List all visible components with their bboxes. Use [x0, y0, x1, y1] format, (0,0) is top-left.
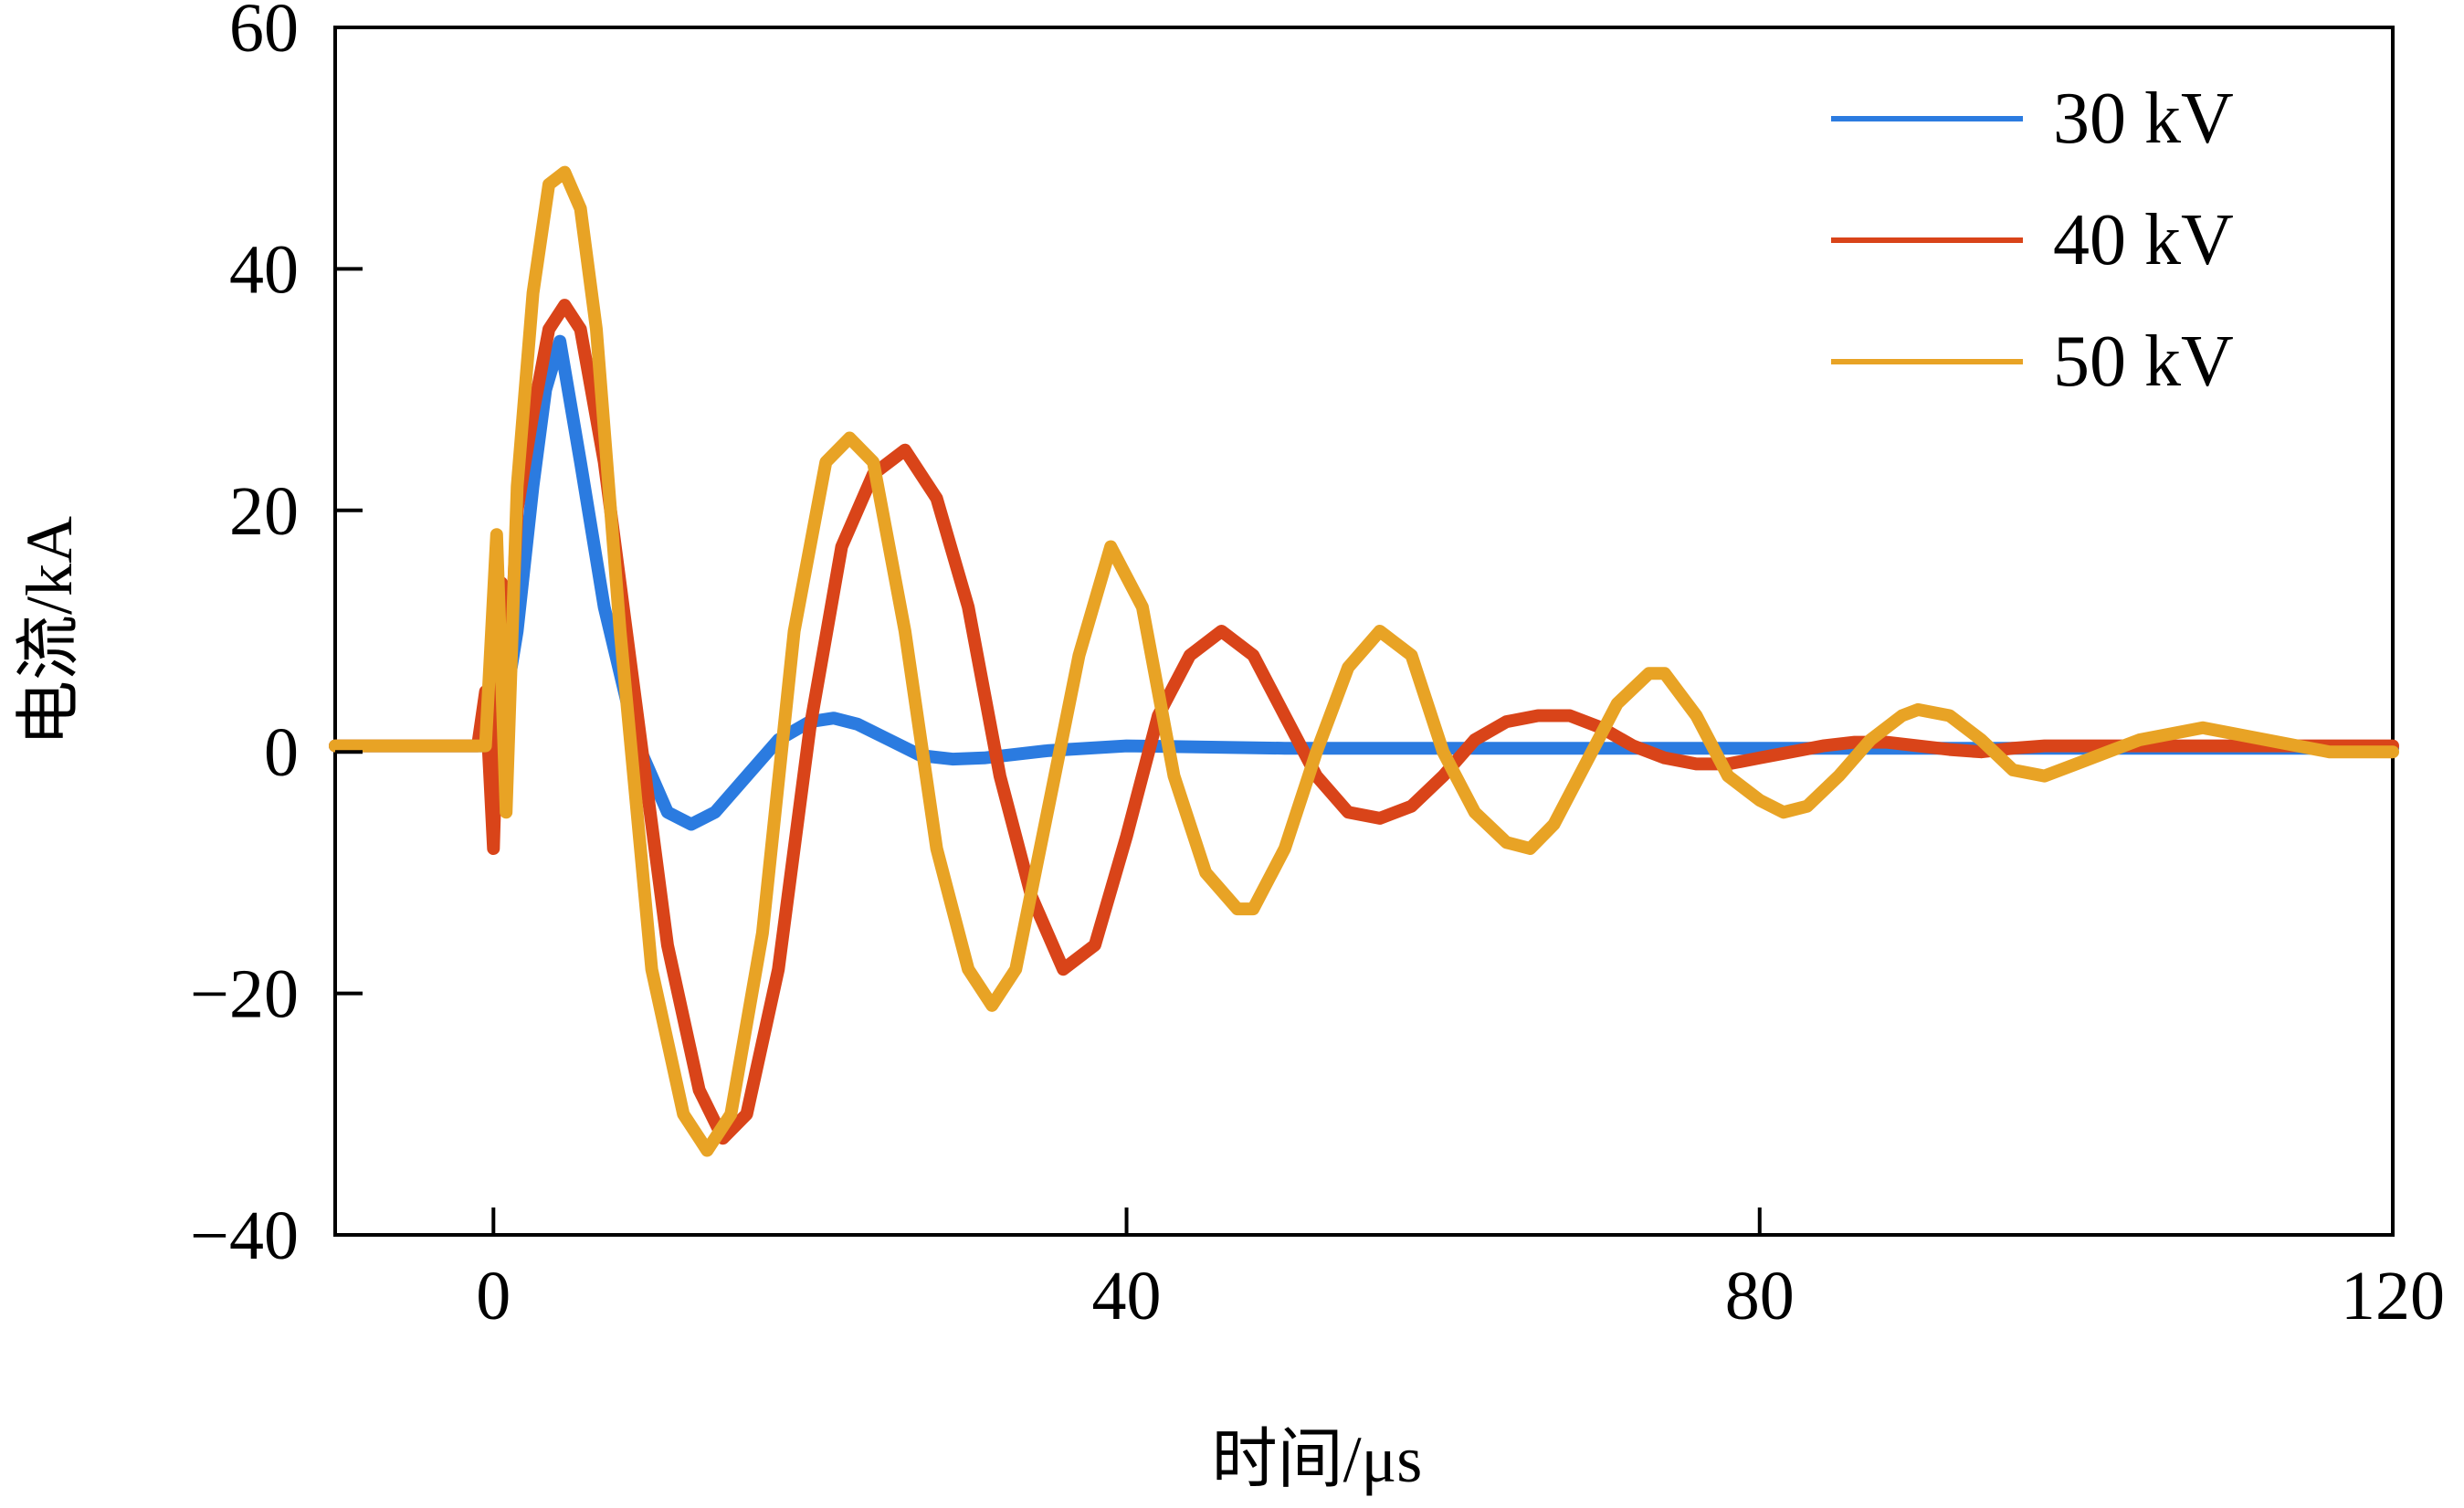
- legend-label: 30 kV: [2053, 79, 2234, 159]
- legend-label: 40 kV: [2053, 200, 2234, 280]
- series-layer: [329, 165, 2399, 1157]
- plot-frame: [333, 26, 2395, 1237]
- y-tick-label: −40: [190, 1197, 299, 1274]
- x-tick-label: 40: [1092, 1258, 1162, 1334]
- y-tick-label: 40: [229, 231, 299, 308]
- legend-label: 50 kV: [2053, 322, 2234, 402]
- x-axis-title: 时间/μs: [1212, 1423, 1423, 1496]
- y-tick-label: −20: [190, 956, 299, 1033]
- tick-layer: 0 40 80 120 60 40 20 0 −20 −40: [190, 0, 2445, 1334]
- y-tick-label: 60: [229, 0, 299, 67]
- y-tick-label: 20: [229, 473, 299, 550]
- y-axis-title: 电流/kA: [13, 516, 86, 746]
- series-line-30-kv: [329, 334, 2399, 831]
- series-line-40-kv: [329, 299, 2399, 1145]
- y-tick-label: 0: [264, 714, 299, 791]
- x-tick-label: 120: [2341, 1258, 2445, 1334]
- series-line-50-kv: [329, 165, 2399, 1157]
- legend: 30 kV 40 kV 50 kV: [1831, 79, 2234, 402]
- x-tick-label: 0: [476, 1258, 511, 1334]
- x-tick-label: 80: [1725, 1258, 1795, 1334]
